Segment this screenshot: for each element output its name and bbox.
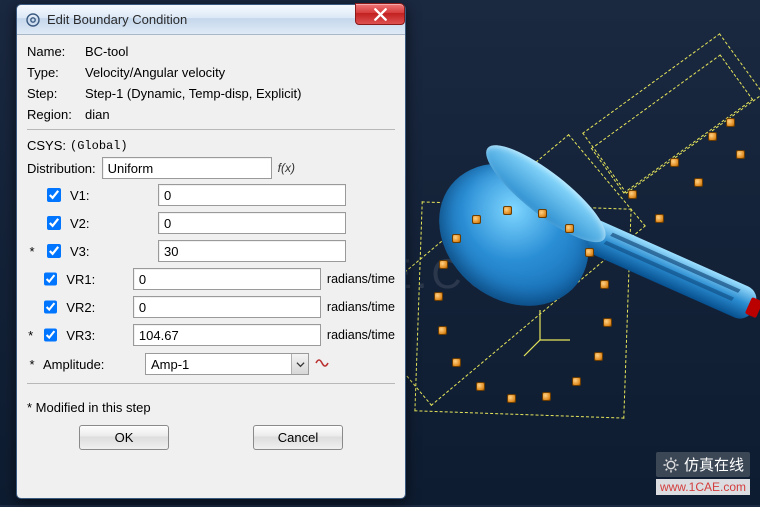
name-value: BC-tool — [85, 44, 128, 59]
distribution-input[interactable] — [102, 157, 272, 179]
watermark-site-url: www.1CAE.com — [656, 479, 750, 495]
v2-label: V2: — [70, 216, 152, 231]
fx-button[interactable]: f(x) — [278, 161, 295, 175]
dialog-title: Edit Boundary Condition — [47, 12, 187, 27]
vr2-input[interactable] — [133, 296, 321, 318]
mesh-node — [438, 326, 447, 335]
mesh-node — [452, 358, 461, 367]
v2-checkbox[interactable] — [47, 216, 61, 230]
mesh-node — [476, 382, 485, 391]
mesh-node — [726, 118, 735, 127]
close-button[interactable] — [355, 3, 405, 25]
mesh-node — [628, 190, 637, 199]
mesh-node — [585, 248, 594, 257]
amplitude-select[interactable]: Amp-1 — [145, 353, 309, 375]
vr3-label: VR3: — [66, 328, 127, 343]
edit-boundary-condition-dialog: Edit Boundary Condition Name: BC-tool Ty… — [16, 4, 406, 499]
amplitude-curve-icon[interactable] — [315, 356, 331, 373]
ok-button[interactable]: OK — [79, 425, 169, 450]
mesh-node — [603, 318, 612, 327]
vr3-checkbox[interactable] — [44, 328, 57, 342]
region-value: dian — [85, 107, 110, 122]
amplitude-value: Amp-1 — [151, 357, 189, 372]
coordinate-triad — [520, 300, 580, 363]
watermark-site-cn: 仿真在线 — [684, 454, 744, 475]
modified-note: * Modified in this step — [27, 390, 395, 419]
mesh-node — [600, 280, 609, 289]
vr2-checkbox[interactable] — [44, 300, 57, 314]
mesh-node — [736, 150, 745, 159]
separator — [27, 129, 395, 130]
mesh-node — [452, 234, 461, 243]
name-label: Name: — [27, 44, 85, 59]
type-label: Type: — [27, 65, 85, 80]
type-value: Velocity/Angular velocity — [85, 65, 225, 80]
mesh-node — [565, 224, 574, 233]
step-value: Step-1 (Dynamic, Temp-disp, Explicit) — [85, 86, 302, 101]
mesh-node — [434, 292, 443, 301]
v3-checkbox[interactable] — [47, 244, 61, 258]
v2-input[interactable] — [158, 212, 346, 234]
amplitude-star: * — [27, 357, 37, 372]
cancel-button[interactable]: Cancel — [253, 425, 343, 450]
v1-input[interactable] — [158, 184, 346, 206]
app-icon — [25, 12, 41, 28]
watermark-bottom: 仿真在线 www.1CAE.com — [656, 452, 750, 495]
mesh-node — [538, 209, 547, 218]
mesh-node — [503, 206, 512, 215]
chevron-down-icon — [291, 354, 308, 374]
vr1-unit: radians/time — [327, 272, 395, 286]
distribution-label: Distribution: — [27, 161, 96, 176]
mesh-node — [708, 132, 717, 141]
titlebar[interactable]: Edit Boundary Condition — [17, 5, 405, 35]
separator — [27, 383, 395, 384]
mesh-node — [542, 392, 551, 401]
mesh-node — [670, 158, 679, 167]
tool-tip — [745, 297, 760, 318]
vr1-checkbox[interactable] — [44, 272, 57, 286]
v1-label: V1: — [70, 188, 152, 203]
vr2-label: VR2: — [66, 300, 127, 315]
amplitude-label: Amplitude: — [43, 357, 139, 372]
vr3-input[interactable] — [133, 324, 321, 346]
vr3-unit: radians/time — [327, 328, 395, 342]
csys-value: (Global) — [70, 139, 128, 153]
vr1-label: VR1: — [66, 272, 127, 287]
mesh-node — [572, 377, 581, 386]
v1-checkbox[interactable] — [47, 188, 61, 202]
mesh-node — [472, 215, 481, 224]
gear-icon — [662, 456, 680, 474]
vr3-star: * — [27, 328, 34, 343]
close-icon — [374, 8, 387, 21]
v3-star: * — [27, 244, 37, 259]
csys-label: CSYS: — [27, 138, 66, 153]
mesh-node — [507, 394, 516, 403]
vr2-unit: radians/time — [327, 300, 395, 314]
vr1-input[interactable] — [133, 268, 321, 290]
region-label: Region: — [27, 107, 85, 122]
step-label: Step: — [27, 86, 85, 101]
mesh-node — [655, 214, 664, 223]
mesh-node — [694, 178, 703, 187]
v3-input[interactable] — [158, 240, 346, 262]
v3-label: V3: — [70, 244, 152, 259]
mesh-node — [439, 260, 448, 269]
mesh-node — [594, 352, 603, 361]
